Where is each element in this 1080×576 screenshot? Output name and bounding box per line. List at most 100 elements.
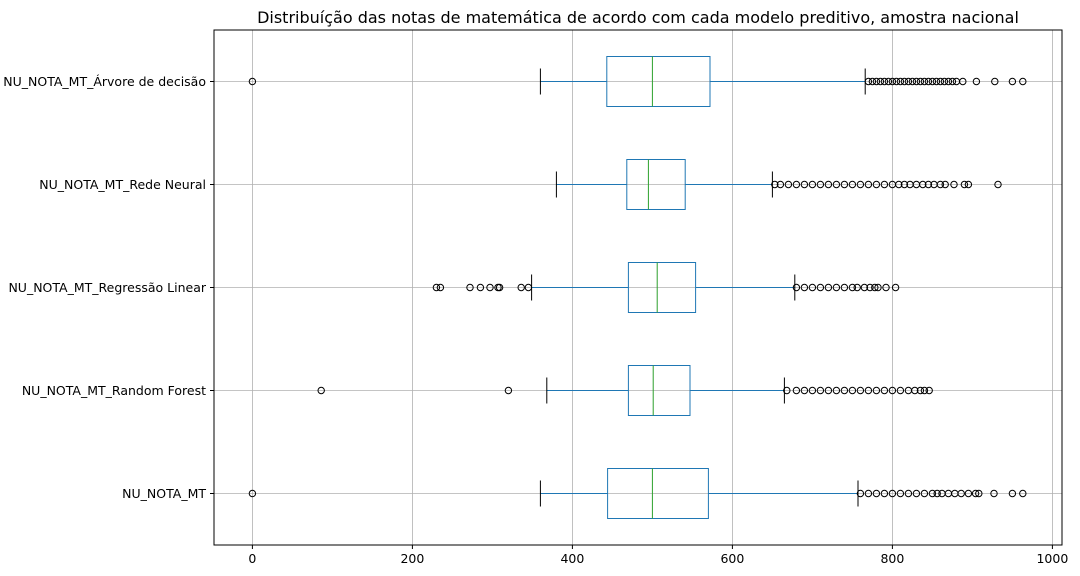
outlier-point: [824, 180, 833, 189]
outlier-point: [476, 283, 485, 292]
outlier-point: [808, 283, 817, 292]
outlier-point: [964, 489, 973, 498]
x-tick-label: 200: [400, 551, 424, 566]
iqr-box: [607, 468, 709, 519]
outlier-point: [957, 489, 965, 498]
axes: 0 200 400 600 800 1000 NU_NOTA_MT_Árvore de de…: [3, 74, 1068, 566]
outlier-point: [524, 283, 533, 292]
outlier-point: [848, 180, 857, 189]
outlier-point: [868, 77, 877, 86]
outlier-point: [972, 77, 981, 86]
outlier-point: [874, 283, 882, 292]
iqr-box: [627, 262, 697, 313]
boxplot-series: [248, 56, 1027, 519]
outlier-point: [960, 180, 969, 189]
outlier-point: [948, 77, 957, 86]
outlier-point: [840, 180, 849, 189]
outlier-point: [880, 180, 889, 189]
outlier-point: [1019, 489, 1027, 498]
outlier-point: [824, 386, 833, 395]
outlier-point: [800, 386, 809, 395]
outlier-point: [924, 77, 933, 86]
outlier-point: [872, 77, 881, 86]
outlier-point: [1008, 489, 1017, 498]
outlier-point: [928, 77, 937, 86]
outlier-point: [776, 180, 785, 189]
outlier-point: [891, 283, 900, 292]
outlier-point: [783, 386, 791, 395]
outlier-point: [853, 283, 861, 292]
x-tick-label: 1000: [1036, 551, 1068, 566]
y-tick-label: NU_NOTA_MT_Regressão Linear: [8, 280, 206, 295]
outlier-point: [880, 77, 889, 86]
box-group: [555, 159, 1002, 210]
x-tick-label: 0: [248, 551, 256, 566]
box-group: [432, 262, 900, 313]
outlier-point: [792, 180, 801, 189]
box-group: [248, 468, 1027, 519]
outlier-point: [872, 489, 881, 498]
outlier-point: [495, 283, 504, 292]
outlier-point: [504, 386, 513, 395]
outlier-point: [864, 77, 873, 86]
outlier-point: [1019, 77, 1027, 86]
outlier-point: [936, 77, 945, 86]
outlier-point: [880, 489, 889, 498]
outlier-point: [871, 283, 879, 292]
grid-lines: [214, 30, 1062, 545]
outlier-point: [933, 489, 941, 498]
outlier-point: [924, 180, 933, 189]
outlier-point: [882, 283, 890, 292]
outlier-point: [904, 489, 913, 498]
outlier-point: [912, 489, 921, 498]
outlier-point: [317, 386, 325, 395]
outlier-point: [991, 77, 999, 86]
box-group: [317, 365, 933, 416]
outlier-point: [840, 283, 849, 292]
outlier-point: [912, 77, 921, 86]
x-tick-label: 800: [880, 551, 904, 566]
outlier-point: [876, 77, 885, 86]
y-tick-label: NU_NOTA_MT_Random Forest: [22, 383, 206, 398]
outlier-point: [944, 77, 953, 86]
y-tick-label: NU_NOTA_MT: [122, 486, 206, 501]
outlier-point: [916, 77, 925, 86]
outlier-point: [436, 283, 445, 292]
outlier-point: [800, 180, 809, 189]
chart-title: Distribuíção das notas de matemática de …: [257, 8, 1019, 27]
outlier-point: [888, 489, 897, 498]
iqr-box: [627, 365, 691, 416]
outlier-point: [964, 180, 973, 189]
outlier-point: [888, 77, 897, 86]
outlier-point: [920, 489, 929, 498]
outlier-point: [928, 489, 937, 498]
outlier-point: [771, 180, 779, 189]
outlier-point: [990, 489, 998, 498]
outlier-point: [816, 386, 825, 395]
outlier-point: [880, 386, 889, 395]
y-tick-label: NU_NOTA_MT_Rede Neural: [39, 177, 206, 192]
outlier-point: [816, 283, 825, 292]
outlier-point: [904, 77, 913, 86]
outlier-point: [856, 489, 865, 498]
outlier-point: [940, 77, 949, 86]
outlier-point: [808, 386, 817, 395]
outlier-point: [959, 77, 967, 86]
y-tick-label: NU_NOTA_MT_Árvore de decisão: [3, 74, 206, 89]
outlier-point: [896, 386, 905, 395]
outlier-point: [895, 180, 903, 189]
outlier-point: [792, 283, 801, 292]
outlier-point: [856, 386, 865, 395]
outlier-point: [900, 77, 909, 86]
outlier-point: [248, 489, 257, 498]
outlier-point: [919, 180, 927, 189]
outlier-point: [932, 77, 941, 86]
outlier-point: [864, 489, 873, 498]
outlier-point: [920, 386, 929, 395]
outlier-point: [848, 386, 857, 395]
iqr-box: [626, 159, 686, 210]
iqr-box: [606, 56, 711, 107]
outlier-point: [824, 283, 833, 292]
outlier-point: [432, 283, 441, 292]
